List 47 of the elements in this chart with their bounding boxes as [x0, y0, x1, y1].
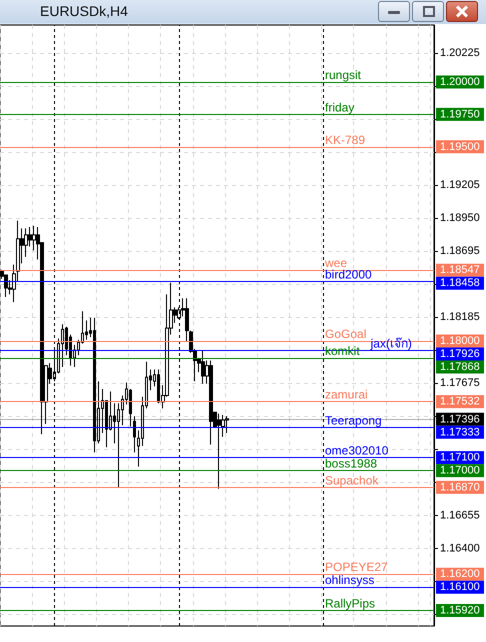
y-tick-label: 1.18695 — [440, 245, 480, 258]
y-tick-label: 1.18950 — [440, 212, 480, 224]
text: 1.16200 — [440, 568, 480, 580]
text: 1.18458 — [440, 277, 480, 290]
text: 1.19750 — [440, 108, 480, 120]
text: 1.17868 — [440, 361, 480, 374]
ref-line-label: RallyPips — [325, 596, 376, 610]
ref-line-label: Teerapong — [325, 413, 382, 428]
text: 1.17926 — [440, 348, 480, 360]
ref-line-label: GoGoal — [325, 327, 366, 342]
y-tick-label: 1.17675 — [440, 377, 480, 390]
text: 1.15920 — [440, 604, 480, 616]
ref-line-label: boss1988 — [325, 456, 378, 471]
ref-line-label: ome302010 — [325, 444, 389, 458]
text: 1.19500 — [440, 140, 480, 153]
ref-line-label: zamurai — [325, 388, 368, 402]
candlestick — [4, 274, 8, 298]
candlestick — [209, 360, 213, 446]
ref-line-label: KK-789 — [325, 132, 366, 147]
candlestick — [225, 416, 229, 434]
ref-line-label: POPEYE27 — [325, 560, 388, 574]
ref-line-label: ohlinsyss — [325, 573, 374, 588]
ref-line-label: bird2000 — [325, 268, 372, 282]
candlestick — [133, 416, 136, 453]
text: 1.17333 — [440, 426, 480, 438]
y-tick-label: 1.16655 — [440, 509, 480, 522]
text: 1.17396 — [440, 413, 480, 426]
text: 1.16100 — [440, 581, 480, 594]
y-tick-label: 1.20225 — [440, 46, 480, 59]
text: 1.17532 — [440, 396, 480, 408]
candlestick — [217, 413, 221, 490]
y-tick-label: 1.16400 — [440, 542, 480, 554]
text: 1.17100 — [440, 452, 480, 464]
text: 1.18547 — [440, 264, 480, 276]
candlestick — [201, 350, 205, 384]
text: 1.17000 — [440, 464, 480, 477]
ref-line-label: friday — [325, 100, 354, 114]
ref-line-label: rungsit — [325, 68, 362, 82]
y-tick-label: 1.18185 — [440, 311, 480, 324]
candlestick — [93, 317, 96, 453]
text: 1.16870 — [440, 481, 480, 494]
text: 1.20000 — [440, 76, 480, 88]
ref-line-label: Supachok — [325, 473, 380, 488]
chart-title: EURUSDk,H4 — [40, 3, 128, 19]
text: 1.18000 — [440, 335, 480, 348]
ref-line-label: wee — [324, 256, 348, 270]
y-tick-label: 1.19205 — [440, 178, 480, 191]
